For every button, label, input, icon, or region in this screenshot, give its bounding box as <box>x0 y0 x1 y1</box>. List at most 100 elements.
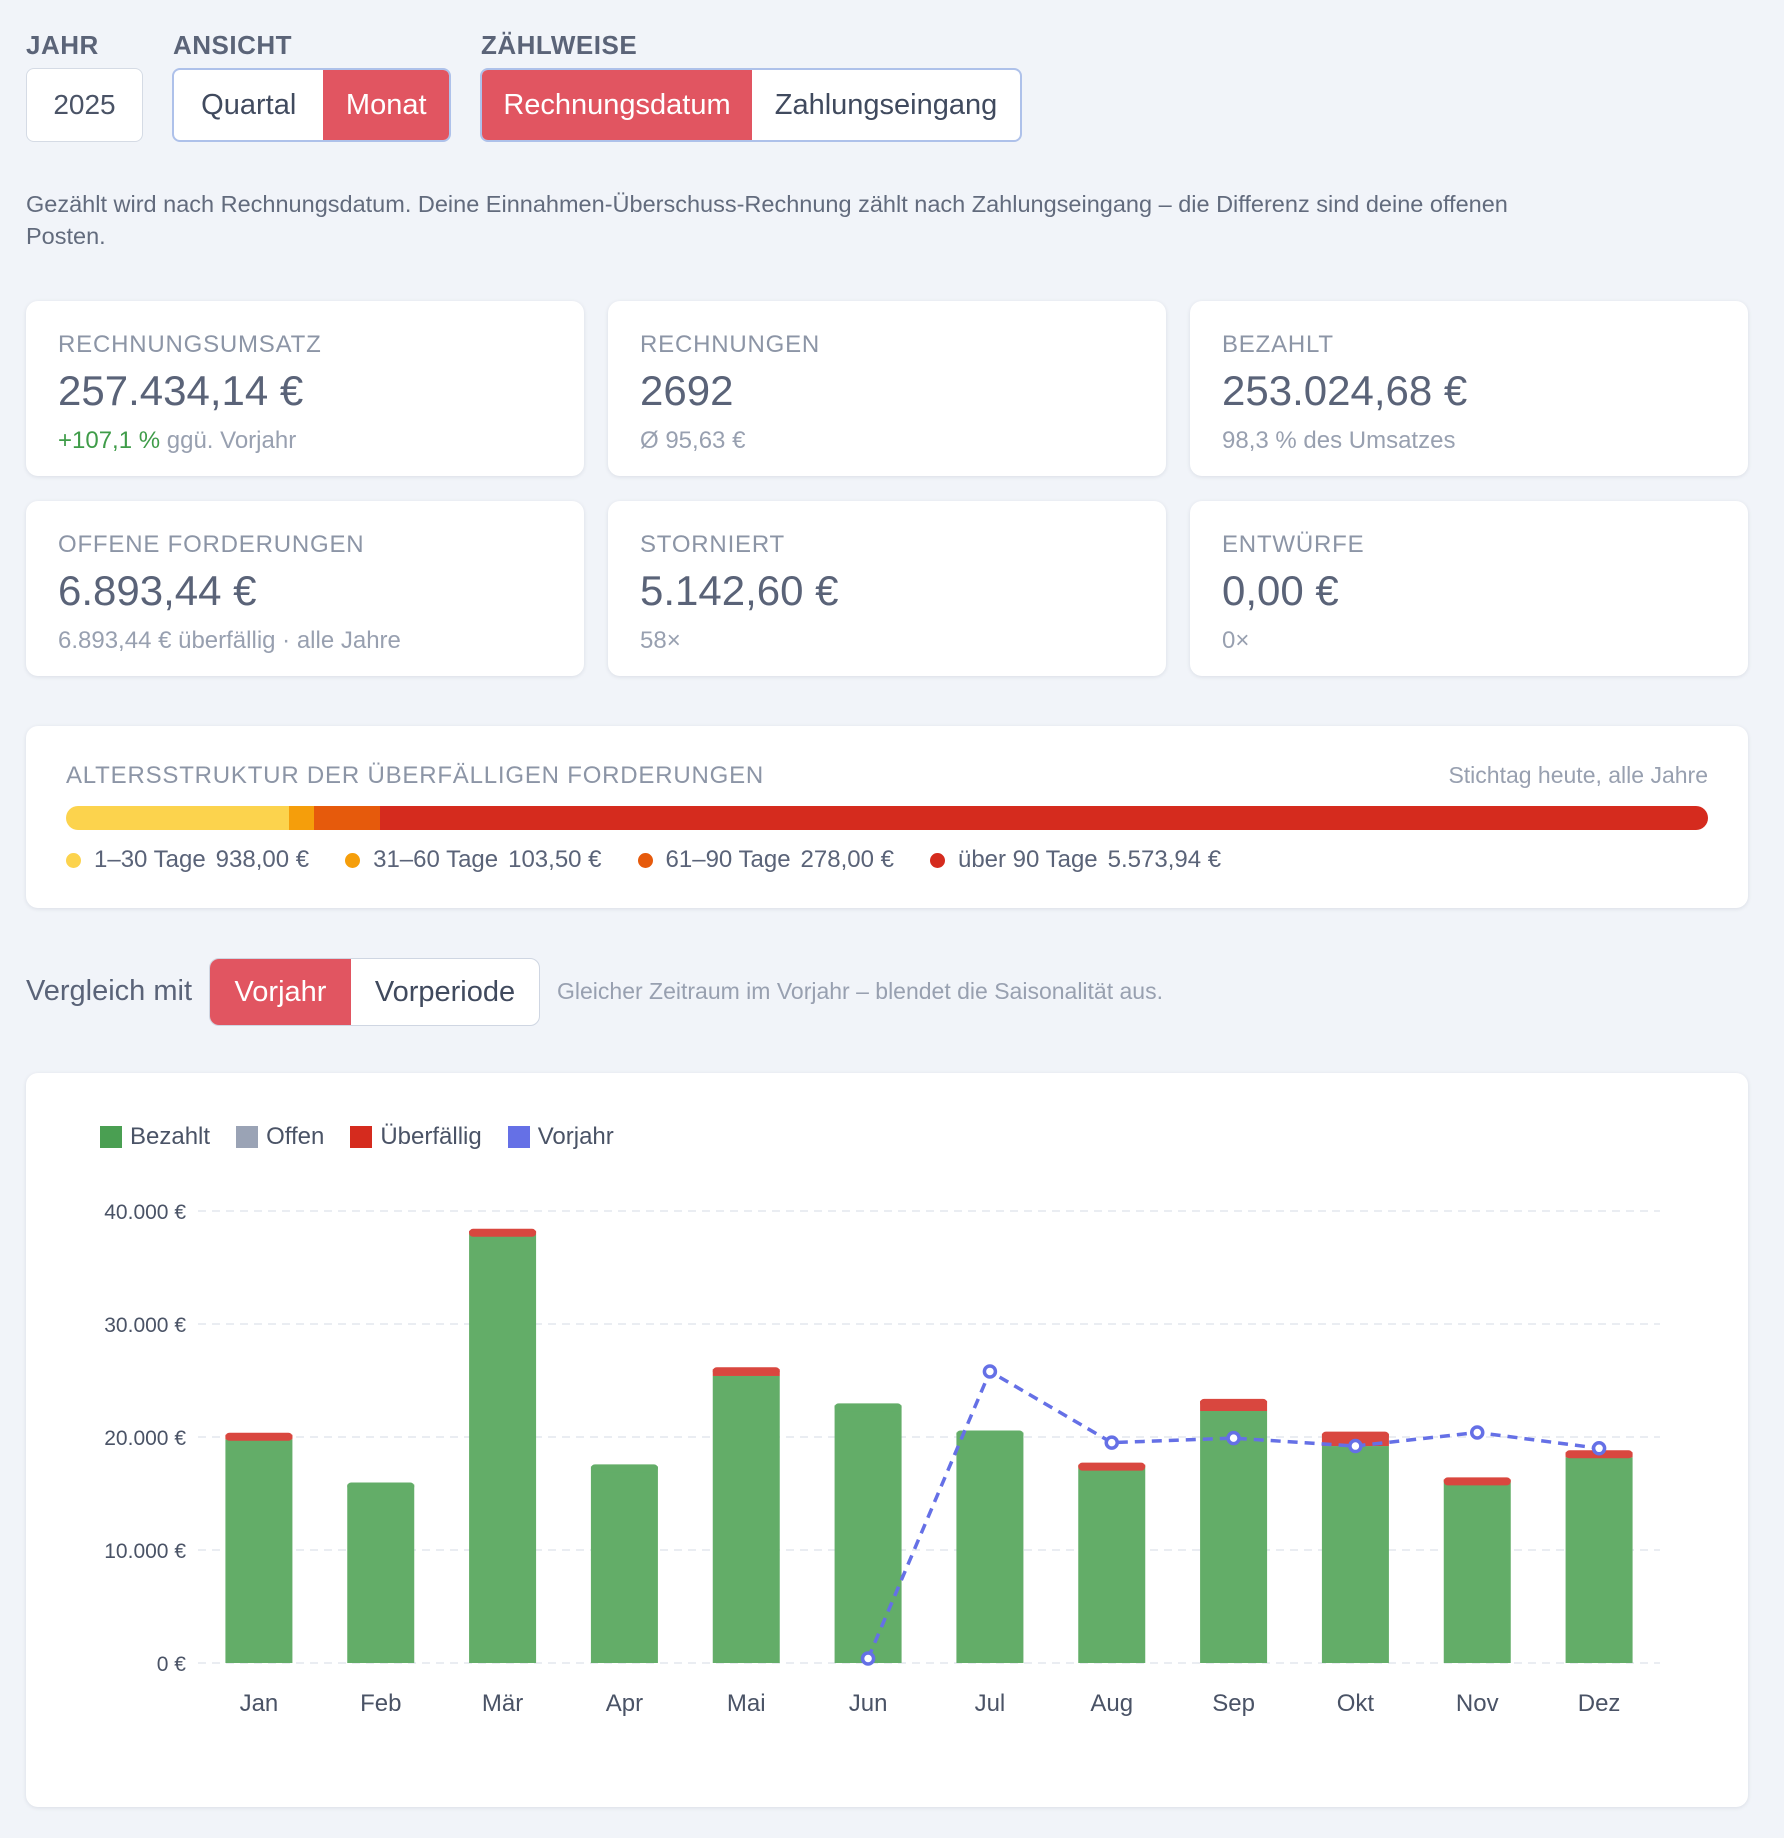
x-tick-label: Sep <box>1212 1690 1255 1717</box>
count-toggle: Rechnungsdatum Zahlungseingang <box>480 68 1022 142</box>
aging-legend-item: über 90 Tage 5.573,94 € <box>929 846 1222 874</box>
bar-cap <box>590 1464 658 1473</box>
kpi-card-paid: BEZAHLT 253.024,68 € 98,3 % des Umsatzes <box>1190 301 1748 476</box>
aging-legend-label: 31–60 Tage <box>373 846 499 873</box>
kpi-label: BEZAHLT <box>1222 331 1334 358</box>
bar-cap <box>469 1228 537 1237</box>
aging-legend-item: 1–30 Tage 938,00 € <box>66 846 309 874</box>
chart-legend: Bezahlt Offen Überfällig Vorjahr <box>100 1123 640 1151</box>
view-label: ANSICHT <box>173 30 293 60</box>
counting-note: Gezählt wird nach Rechnungsdatum. Deine … <box>26 191 1508 249</box>
aging-bar-segment <box>66 806 290 830</box>
count-label: ZÄHLWEISE <box>481 30 638 60</box>
x-tick-label: Jul <box>975 1690 1006 1717</box>
aging-bar <box>66 806 1708 830</box>
year-label: JAHR <box>26 30 99 60</box>
legend-label: Bezahlt <box>130 1123 211 1150</box>
kpi-card-invoices: RECHNUNGEN 2692 Ø 95,63 € <box>608 301 1166 476</box>
kpi-sub-text: ggü. Vorjahr <box>160 427 297 454</box>
kpi-card-drafts: ENTWÜRFE 0,00 € 0× <box>1190 501 1748 676</box>
legend-label: Vorjahr <box>537 1123 614 1150</box>
kpi-value: 2692 <box>640 367 734 414</box>
aging-legend-amount: 5.573,94 € <box>1107 846 1222 873</box>
prev-year-point <box>1591 1441 1607 1456</box>
x-tick-label: Feb <box>360 1690 401 1717</box>
aging-legend-label: 1–30 Tage <box>94 846 206 873</box>
bar-paid <box>1078 1466 1146 1663</box>
aging-bar-segment <box>380 806 1708 830</box>
monthly-revenue-chart: 0 € 10.000 € 20.000 € 30.000 € 40.000 € Jan Fe… <box>104 1201 1660 1717</box>
bar-cap <box>1078 1462 1146 1471</box>
legend-item-paid[interactable]: Bezahlt <box>100 1123 210 1151</box>
bar-paid <box>956 1432 1024 1663</box>
compare-option-prev-year[interactable]: Vorjahr <box>210 959 351 1025</box>
kpi-label: STORNIERT <box>640 531 786 558</box>
aging-bar-segment <box>314 806 381 830</box>
aging-legend-amount: 278,00 € <box>800 846 894 873</box>
aging-title: ALTERSSTRUKTUR DER ÜBERFÄLLIGEN FORDERUN… <box>66 762 765 789</box>
dot-icon <box>345 852 361 868</box>
bar-cap <box>1200 1398 1268 1407</box>
legend-label: Überfällig <box>380 1123 482 1150</box>
kpi-card-open-receivables: OFFENE FORDERUNGEN 6.893,44 € 6.893,44 €… <box>26 501 584 676</box>
compare-label: Vergleich mit <box>26 975 193 1007</box>
compare-hint: Gleicher Zeitraum im Vorjahr – blendet d… <box>557 978 1163 1004</box>
y-tick-label: 20.000 € <box>104 1427 186 1450</box>
prev-year-point <box>1104 1435 1119 1450</box>
dot-icon <box>929 852 945 868</box>
bar-paid <box>1200 1411 1268 1663</box>
monthly-chart-card: Bezahlt Offen Überfällig Vorjahr 0 € 10.0… <box>26 1073 1748 1807</box>
legend-label: Offen <box>266 1123 325 1150</box>
x-tick-label: Nov <box>1456 1690 1499 1717</box>
legend-item-overdue[interactable]: Überfällig <box>350 1123 482 1151</box>
bar-cap <box>712 1367 780 1376</box>
dot-icon <box>66 852 81 868</box>
x-tick-label: Dez <box>1578 1690 1621 1717</box>
x-tick-label: Jan <box>240 1690 279 1717</box>
kpi-value: 5.142,60 € <box>640 567 839 614</box>
prev-year-point <box>1226 1430 1241 1446</box>
kpi-value: 257.434,14 € <box>58 367 304 414</box>
view-toggle: Quartal Monat <box>172 68 451 142</box>
bar-paid <box>834 1405 902 1663</box>
kpi-value: 0,00 € <box>1222 567 1339 614</box>
kpi-label: ENTWÜRFE <box>1222 531 1365 558</box>
count-option-payment-date[interactable]: Zahlungseingang <box>774 88 998 121</box>
prev-year-point <box>1348 1438 1363 1454</box>
bar-cap <box>1443 1477 1511 1486</box>
legend-item-open[interactable]: Offen <box>236 1123 324 1151</box>
aging-legend-label: 61–90 Tage <box>665 846 791 873</box>
bar-cap <box>347 1482 415 1491</box>
count-option-invoice-date[interactable]: Rechnungsdatum <box>482 70 752 140</box>
x-tick-label: Mai <box>727 1690 766 1717</box>
aging-legend-label: über 90 Tage <box>957 846 1098 873</box>
legend-swatch <box>100 1126 122 1148</box>
prev-year-point <box>860 1651 876 1666</box>
bar-paid <box>1565 1457 1633 1663</box>
prev-year-point <box>982 1364 998 1379</box>
compare-toggle: Vorjahr Vorperiode <box>209 958 540 1026</box>
aging-card: ALTERSSTRUKTUR DER ÜBERFÄLLIGEN FORDERUN… <box>26 726 1748 908</box>
bar-cap <box>225 1432 293 1441</box>
x-tick-label: Aug <box>1090 1690 1133 1717</box>
y-tick-label: 10.000 € <box>104 1540 186 1563</box>
year-select[interactable]: 2025 <box>26 68 143 142</box>
compare-option-prev-period[interactable]: Vorperiode <box>374 975 516 1008</box>
kpi-label: RECHNUNGEN <box>640 331 821 358</box>
bar-cap <box>834 1403 902 1412</box>
kpi-card-revenue: RECHNUNGSUMSATZ 257.434,14 € +107,1 % gg… <box>26 301 584 476</box>
kpi-sub: Ø 95,63 € <box>640 427 746 454</box>
kpi-sub: 6.893,44 € überfällig · alle Jahre <box>58 627 401 654</box>
legend-item-prev-year[interactable]: Vorjahr <box>507 1123 614 1151</box>
bar-paid <box>712 1375 780 1663</box>
view-option-monat[interactable]: Monat <box>323 70 449 140</box>
bar-paid <box>469 1233 537 1663</box>
view-option-quartal[interactable]: Quartal <box>201 88 297 121</box>
aging-legend: 1–30 Tage 938,00 € 31–60 Tage 103,50 € 6… <box>66 846 1257 874</box>
y-tick-label: 40.000 € <box>104 1201 186 1224</box>
aging-legend-amount: 103,50 € <box>508 846 602 873</box>
bar-cap <box>956 1430 1024 1439</box>
bar-paid <box>1321 1446 1389 1663</box>
x-tick-label: Jun <box>849 1690 888 1717</box>
y-tick-label: 30.000 € <box>104 1314 186 1337</box>
